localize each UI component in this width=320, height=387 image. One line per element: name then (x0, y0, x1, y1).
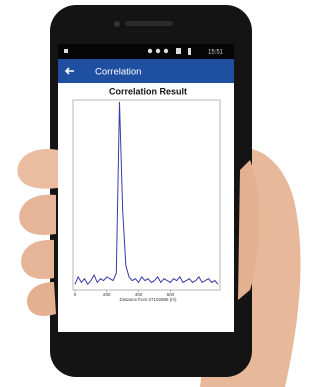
status-icon (176, 48, 181, 54)
finger (21, 240, 54, 279)
status-icon (64, 49, 68, 53)
chart-title: Correlation Result (109, 86, 187, 96)
app-bar-title: Correlation (95, 67, 141, 78)
photo: 15:51 Correlation Correlation Result 020… (0, 0, 315, 387)
app-bar (58, 59, 234, 83)
speaker (125, 21, 173, 26)
finger (19, 195, 56, 235)
status-icon (156, 49, 160, 53)
x-axis-label: Distance from 07102888 (m) (119, 297, 177, 302)
status-icon (188, 48, 191, 55)
finger (27, 282, 56, 316)
camera (114, 21, 120, 27)
x-tick-label: 200 (103, 292, 111, 297)
status-icon (148, 49, 152, 53)
status-time: 15:51 (208, 50, 224, 56)
finger (17, 149, 58, 189)
status-icon (164, 49, 168, 53)
